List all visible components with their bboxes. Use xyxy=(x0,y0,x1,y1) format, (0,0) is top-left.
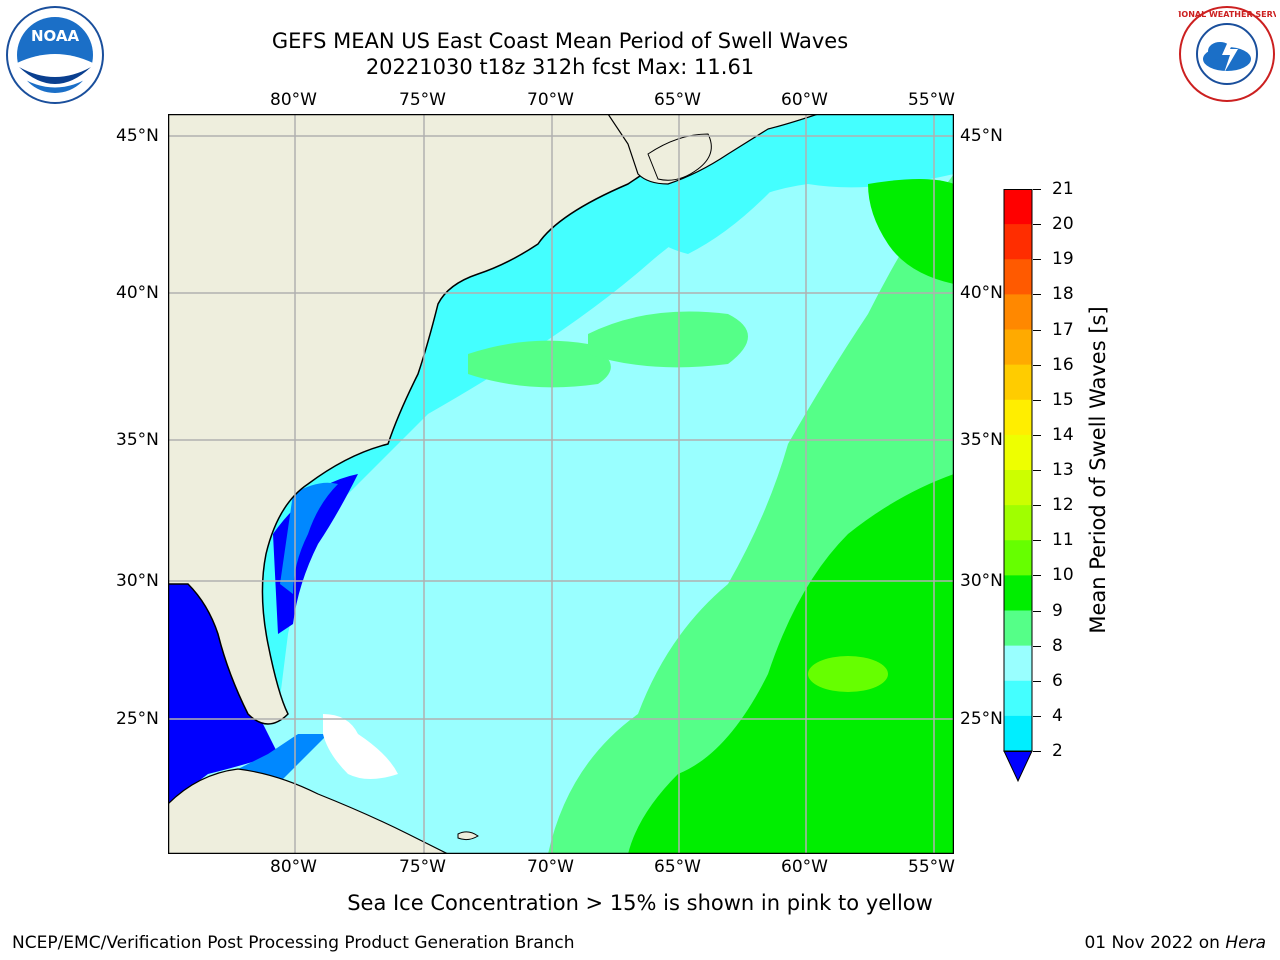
nws-logo: NATIONAL WEATHER SERVICE xyxy=(1161,5,1280,103)
noaa-logo-text: NOAA xyxy=(31,27,80,45)
lat-label-right-30n: 30°N xyxy=(960,571,1003,591)
lon-label-bottom-65w: 65°W xyxy=(654,857,701,877)
colorbar-tick-label: 17 xyxy=(1052,319,1074,340)
colorbar-tick-label: 6 xyxy=(1052,670,1063,691)
footer-host: Hera xyxy=(1225,933,1266,953)
colorbar-tick-mark xyxy=(1033,680,1041,682)
colorbar-segment xyxy=(1004,645,1032,682)
lon-label-bottom-80w: 80°W xyxy=(270,857,317,877)
colorbar-tick-label: 14 xyxy=(1052,424,1074,445)
lat-label-right-45n: 45°N xyxy=(960,126,1003,146)
colorbar-segment xyxy=(1004,434,1032,471)
lon-label-top-80w: 80°W xyxy=(270,90,317,110)
noaa-logo: NOAA xyxy=(5,5,105,105)
lon-label-top-65w: 65°W xyxy=(654,90,701,110)
map-grid xyxy=(168,114,954,854)
colorbar-segment xyxy=(1004,505,1032,541)
lon-label-bottom-75w: 75°W xyxy=(399,857,446,877)
colorbar-tick-label: 9 xyxy=(1052,600,1063,621)
map-svg xyxy=(167,113,955,855)
lon-label-top-75w: 75°W xyxy=(399,90,446,110)
colorbar xyxy=(1003,189,1033,784)
colorbar-extend-arrow xyxy=(1003,750,1033,783)
lon-label-top-55w: 55°W xyxy=(908,90,955,110)
colorbar-tick-label: 12 xyxy=(1052,495,1074,516)
lon-label-bottom-60w: 60°W xyxy=(781,857,828,877)
colorbar-tick-mark xyxy=(1033,434,1041,436)
lat-label-left-40n: 40°N xyxy=(116,283,159,303)
colorbar-tick-mark xyxy=(1033,715,1041,717)
sea-ice-note: Sea Ice Concentration > 15% is shown in … xyxy=(347,891,933,915)
colorbar-tick-label: 18 xyxy=(1052,284,1074,305)
bahamas-mask xyxy=(323,714,398,779)
colorbar-tick-mark xyxy=(1033,751,1041,752)
swell-zone-11-12 xyxy=(808,656,888,692)
colorbar-segment xyxy=(1004,470,1032,506)
colorbar-tick-mark xyxy=(1033,189,1041,190)
colorbar-segment xyxy=(1004,364,1032,401)
colorbar-segment xyxy=(1004,329,1032,366)
north-america-land xyxy=(168,114,730,725)
colorbar-segment xyxy=(1004,294,1032,330)
colorbar-tick-label: 2 xyxy=(1052,741,1063,761)
colorbar-frame xyxy=(1003,189,1033,752)
nws-logo-text: NATIONAL WEATHER SERVICE xyxy=(1178,10,1276,19)
lon-label-bottom-55w: 55°W xyxy=(908,857,955,877)
lat-label-right-40n: 40°N xyxy=(960,283,1003,303)
footer-date: 01 Nov 2022 on xyxy=(1084,933,1226,953)
lon-label-bottom-70w: 70°W xyxy=(527,857,574,877)
chart-title: GEFS MEAN US East Coast Mean Period of S… xyxy=(271,29,849,53)
lat-label-left-25n: 25°N xyxy=(116,709,159,729)
lat-label-left-30n: 30°N xyxy=(116,571,159,591)
colorbar-segment xyxy=(1004,189,1032,225)
colorbar-tick-label: 20 xyxy=(1052,214,1074,235)
colorbar-tick-mark xyxy=(1033,224,1041,226)
colorbar-tick-mark xyxy=(1033,364,1041,366)
colorbar-tick-label: 21 xyxy=(1052,179,1074,199)
colorbar-tick-mark xyxy=(1033,575,1041,577)
colorbar-tick-label: 13 xyxy=(1052,460,1074,480)
colorbar-tick-label: 16 xyxy=(1052,354,1074,375)
colorbar-segment xyxy=(1004,610,1032,647)
colorbar-svg xyxy=(1003,189,1033,783)
map-panel xyxy=(167,113,955,855)
colorbar-tick-mark xyxy=(1033,505,1041,507)
lat-label-right-35n: 35°N xyxy=(960,430,1003,450)
colorbar-tick-label: 8 xyxy=(1052,635,1063,656)
colorbar-segment xyxy=(1004,259,1032,295)
colorbar-tick-mark xyxy=(1033,645,1041,647)
colorbar-segment xyxy=(1004,715,1032,752)
colorbar-tick-mark xyxy=(1033,259,1041,261)
colorbar-segment xyxy=(1004,399,1032,436)
colorbar-tick-label: 4 xyxy=(1052,705,1063,726)
colorbar-tick-label: 10 xyxy=(1052,565,1074,586)
footer-date-host: 01 Nov 2022 on Hera xyxy=(1084,932,1266,954)
colorbar-segment xyxy=(1004,575,1032,611)
cuba-land xyxy=(168,768,449,854)
swell-zone-10-11 xyxy=(628,474,954,854)
colorbar-tick-mark xyxy=(1033,294,1041,296)
colorbar-segment xyxy=(1004,680,1032,717)
lon-label-top-70w: 70°W xyxy=(527,90,574,110)
colorbar-tick-mark xyxy=(1033,540,1041,542)
map-frame xyxy=(167,113,955,855)
colorbar-tick-mark xyxy=(1033,329,1041,331)
colorbar-tick-mark xyxy=(1033,399,1041,401)
lat-label-left-35n: 35°N xyxy=(116,430,159,450)
footer-branch: NCEP/EMC/Verification Post Processing Pr… xyxy=(12,933,575,953)
colorbar-tick-label: 15 xyxy=(1052,389,1074,410)
lat-label-left-45n: 45°N xyxy=(116,126,159,146)
colorbar-title: Mean Period of Swell Waves [s] xyxy=(1086,306,1110,634)
colorbar-tick-label: 19 xyxy=(1052,249,1074,270)
chart-subtitle: 20221030 t18z 312h fcst Max: 11.61 xyxy=(365,55,755,79)
colorbar-tick-mark xyxy=(1033,470,1041,471)
colorbar-tick-label: 11 xyxy=(1052,530,1074,551)
colorbar-segment xyxy=(1004,540,1032,576)
lat-label-right-25n: 25°N xyxy=(960,709,1003,729)
colorbar-tick-mark xyxy=(1033,610,1041,612)
colorbar-segment xyxy=(1004,224,1032,260)
lon-label-top-60w: 60°W xyxy=(781,90,828,110)
